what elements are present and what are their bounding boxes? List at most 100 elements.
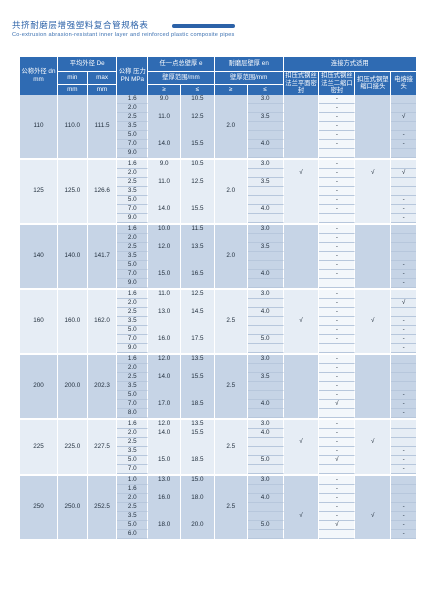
pn-cell: 1.6 — [117, 287, 149, 299]
conn-4-cell: - — [391, 334, 416, 344]
table-row: 2.0 14.0 15.5 4.0 - — [20, 428, 416, 438]
conn-1-cell — [283, 112, 320, 122]
pn-cell: 9.0 — [117, 148, 149, 158]
pn-cell: 1.6 — [117, 222, 149, 234]
pn-cell: 2.0 — [117, 428, 149, 438]
de-max-cell: 202.3 — [87, 352, 118, 418]
conn-3-cell — [355, 464, 392, 474]
pn-cell: 2.0 — [117, 363, 149, 373]
conn-2-cell: - — [319, 130, 356, 140]
pn-cell: 9.0 — [117, 278, 149, 288]
conn-4-cell — [391, 251, 416, 261]
en-max-cell: 3.5 — [247, 242, 284, 252]
e-min-cell — [148, 484, 181, 494]
pn-cell: 6.0 — [117, 529, 149, 539]
conn-4-cell — [391, 307, 416, 317]
col-header-en-range: 壁厚范围/mm — [214, 71, 284, 84]
en-max-cell — [247, 278, 284, 288]
pn-cell: 1.6 — [117, 417, 149, 429]
e-max-cell: 15.5 — [181, 204, 215, 214]
conn-1-cell — [283, 473, 320, 485]
table-row: 9.0 - — [20, 213, 416, 223]
e-max-cell: 18.0 — [181, 493, 215, 503]
e-max-cell — [181, 446, 215, 456]
e-max-cell — [181, 316, 215, 326]
pn-cell: 1.6 — [117, 484, 149, 494]
en-max-cell: 5.0 — [247, 520, 284, 530]
table-row: 2.5 14.0 15.5 3.5 - — [20, 372, 416, 382]
en-min-cell: 2.5 — [214, 417, 248, 474]
e-max-cell: 13.5 — [181, 417, 215, 429]
conn-1-cell — [283, 242, 320, 252]
conn-3-cell — [355, 298, 392, 308]
conn-3-cell: √ — [355, 316, 392, 326]
e-max-cell: 16.5 — [181, 269, 215, 279]
pn-cell: 2.0 — [117, 168, 149, 178]
conn-4-cell: √ — [391, 168, 416, 178]
table-header: 公称外径 dn mm 平均外径 De 公称 压力 PN MPa 任一点总壁厚 e… — [20, 57, 416, 95]
en-max-cell — [247, 484, 284, 494]
conn-3-cell: √ — [355, 168, 392, 178]
conn-4-cell: - — [391, 390, 416, 400]
conn-4-cell — [391, 103, 416, 113]
conn-2-cell — [319, 464, 356, 474]
e-min-cell: 14.0 — [148, 204, 181, 214]
conn-3-cell — [355, 112, 392, 122]
e-max-cell — [181, 502, 215, 512]
conn-4-cell — [391, 242, 416, 252]
table-row: 3.5 - — [20, 186, 416, 196]
col-header-de-min-unit: mm — [57, 83, 88, 95]
conn-3-cell — [355, 484, 392, 494]
conn-1-cell — [283, 204, 320, 214]
conn-3-cell — [355, 222, 392, 234]
conn-3-cell — [355, 195, 392, 205]
en-max-cell — [247, 464, 284, 474]
e-min-cell — [148, 408, 181, 418]
conn-4-cell — [391, 121, 416, 131]
en-max-cell — [247, 260, 284, 270]
conn-4-cell: - — [391, 213, 416, 223]
conn-3-cell — [355, 233, 392, 243]
e-max-cell: 12.5 — [181, 112, 215, 122]
table-row: 140 140.0 141.7 1.6 10.0 11.5 2.0 3.0- — [20, 222, 416, 288]
conn-1-cell — [283, 390, 320, 400]
e-max-cell: 15.5 — [181, 372, 215, 382]
de-min-cell: 225.0 — [57, 417, 88, 474]
col-header-pn: 公称 压力 PN MPa — [117, 57, 149, 95]
conn-4-cell: - — [391, 204, 416, 214]
conn-1-cell: √ — [283, 168, 320, 178]
conn-2-cell: - — [319, 195, 356, 205]
en-max-cell — [247, 529, 284, 539]
en-min-cell: 2.0 — [214, 222, 248, 288]
en-max-cell: 3.0 — [247, 352, 284, 364]
e-max-cell: 11.5 — [181, 222, 215, 234]
e-min-cell — [148, 186, 181, 196]
conn-2-cell — [319, 529, 356, 539]
table-row: 5.0 - - — [20, 195, 416, 205]
conn-4-cell — [391, 186, 416, 196]
conn-1-cell — [283, 381, 320, 391]
conn-4-cell — [391, 177, 416, 187]
e-min-cell — [148, 121, 181, 131]
en-max-cell — [247, 408, 284, 418]
conn-1-cell — [283, 278, 320, 288]
pn-cell: 7.0 — [117, 464, 149, 474]
de-max-cell: 162.0 — [87, 287, 118, 353]
conn-2-cell: - — [319, 446, 356, 456]
conn-3-cell: √ — [355, 511, 392, 521]
table-row: 9.0 - — [20, 343, 416, 353]
conn-3-cell — [355, 269, 392, 279]
en-max-cell: 4.0 — [247, 493, 284, 503]
col-header-de-max: max — [87, 71, 118, 84]
conn-2-cell — [319, 408, 356, 418]
conn-3-cell — [355, 177, 392, 187]
en-max-cell: 5.0 — [247, 455, 284, 465]
en-max-cell: 4.0 — [247, 269, 284, 279]
conn-1-cell — [283, 334, 320, 344]
e-min-cell: 12.0 — [148, 242, 181, 252]
conn-3-cell — [355, 417, 392, 429]
conn-4-cell — [391, 484, 416, 494]
conn-3-cell — [355, 428, 392, 438]
pn-cell: 5.0 — [117, 455, 149, 465]
en-max-cell — [247, 213, 284, 223]
